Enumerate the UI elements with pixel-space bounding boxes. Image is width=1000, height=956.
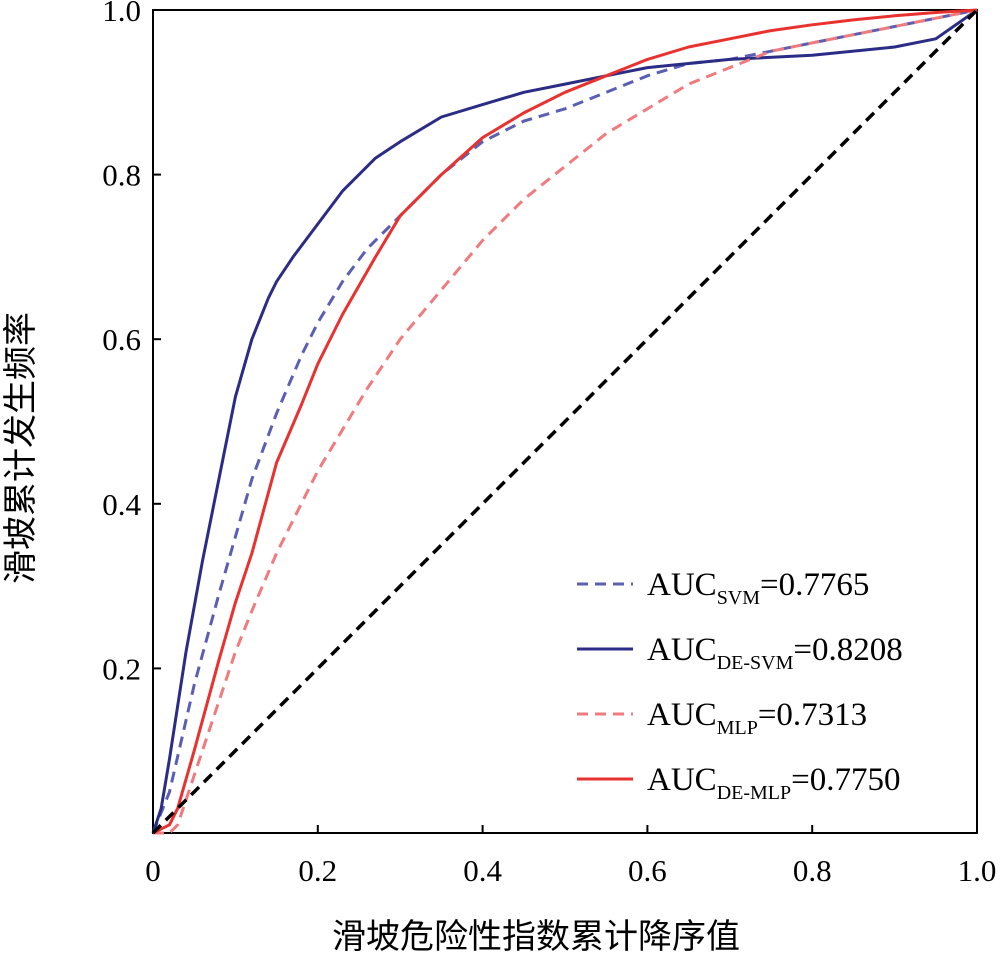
y-tick-label: 0.2 bbox=[102, 651, 141, 686]
y-tick-label: 0.4 bbox=[102, 487, 141, 522]
plot-frame bbox=[152, 9, 978, 834]
legend-label: AUCMLP=0.7313 bbox=[647, 697, 867, 739]
legend-label: AUCSVM=0.7765 bbox=[647, 567, 869, 609]
y-tick-label: 0.6 bbox=[102, 322, 141, 357]
series-curves bbox=[151, 8, 979, 835]
axis-ticks: 0 0.2 0.4 0.6 0.8 1.0 0.2 0.4 0.6 0.8 1.0 bbox=[102, 0, 996, 888]
x-axis-title: 滑坡危险性指数累计降序值 bbox=[332, 917, 740, 956]
x-tick-label: 0 bbox=[145, 853, 161, 888]
x-tick-label: 0.4 bbox=[463, 853, 502, 888]
y-tick-label: 0.8 bbox=[102, 158, 141, 193]
x-tick-label: 0.6 bbox=[628, 853, 667, 888]
series-line-de-svm bbox=[151, 8, 978, 834]
legend-label: AUCDE-MLP=0.7750 bbox=[647, 762, 901, 804]
series-line-de-mlp bbox=[152, 8, 978, 835]
y-axis-title: 滑坡累计发生频率 bbox=[1, 312, 41, 584]
legend: AUCSVM=0.7765 AUCDE-SVM=0.8208 AUCMLP=0.73… bbox=[577, 567, 903, 804]
reference-diagonal-line bbox=[151, 8, 979, 835]
series-line-svm bbox=[151, 8, 978, 834]
x-tick-label: 0.2 bbox=[298, 853, 337, 888]
x-tick-label: 1.0 bbox=[958, 853, 997, 888]
y-tick-label: 1.0 bbox=[102, 0, 141, 28]
legend-label: AUCDE-SVM=0.8208 bbox=[647, 632, 903, 674]
x-tick-label: 0.8 bbox=[793, 853, 832, 888]
series-line-mlp bbox=[153, 8, 978, 835]
